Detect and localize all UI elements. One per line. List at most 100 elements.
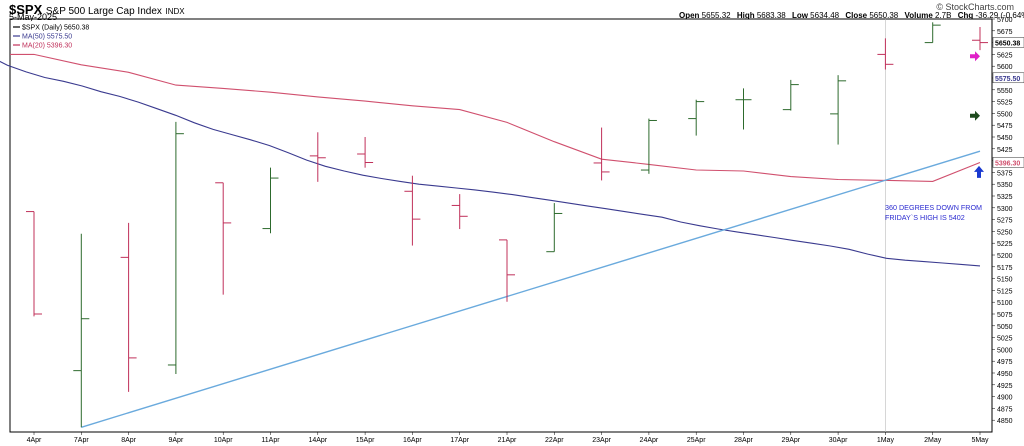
ohlc-label-volume: Volume <box>904 11 935 20</box>
ohlc-bar-9Apr <box>167 121 184 374</box>
x-tick-label-16Apr: 16Apr <box>403 437 422 444</box>
annotation-line-1: 360 DEGREES DOWN FROM <box>885 203 982 212</box>
y-tick-label-5300: 5300 <box>997 206 1013 213</box>
y-tick-label-5375: 5375 <box>997 170 1013 177</box>
ohlc-readout: Open 5655.32 High 5683.38 Low 5634.48 Cl… <box>679 11 1024 20</box>
ma20-tag-text: 5396.30 <box>995 160 1020 167</box>
x-tick-label-4Apr: 4Apr <box>27 437 42 444</box>
legend-label-2: MA(20) 5396.30 <box>22 43 72 50</box>
y-tick-label-5450: 5450 <box>997 135 1013 142</box>
x-tick-label-25Apr: 25Apr <box>687 437 706 444</box>
legend-box <box>11 21 111 49</box>
ma20-tag-box <box>992 157 1024 168</box>
ohlc-bar-17Apr <box>451 194 468 230</box>
ohlc-value-low: 5634.48 <box>810 11 842 20</box>
ohlc-bar-2May <box>924 22 941 44</box>
ohlc-bar-21Apr <box>499 239 515 302</box>
ohlc-bar-23Apr <box>593 127 610 181</box>
ohlc-bar-28Apr <box>735 88 752 130</box>
y-tick-label-4925: 4925 <box>997 383 1013 390</box>
x-tick-label-30Apr: 30Apr <box>829 437 848 444</box>
plot-frame <box>9 18 993 433</box>
y-tick-label-5550: 5550 <box>997 88 1013 95</box>
y-tick-label-4950: 4950 <box>997 371 1013 378</box>
ohlc-bar-5May <box>972 27 988 51</box>
x-tick-label-9Apr: 9Apr <box>169 437 184 444</box>
x-tick-label-1May: 1May <box>877 437 895 444</box>
ohlc-label-low: Low <box>791 11 811 20</box>
ma50-tag-text: 5575.50 <box>995 76 1020 83</box>
y-tick-label-5075: 5075 <box>997 312 1013 319</box>
y-tick-label-5175: 5175 <box>997 265 1013 272</box>
y-tick-label-4975: 4975 <box>997 359 1013 366</box>
x-tick-label-14Apr: 14Apr <box>308 437 327 444</box>
ohlc-bar-22Apr <box>546 203 563 253</box>
x-tick-label-23Apr: 23Apr <box>592 437 611 444</box>
ohlc-value-high: 5683.38 <box>756 11 788 20</box>
ohlc-bar-25Apr <box>688 99 705 136</box>
ohlc-bar-4Apr <box>26 211 42 317</box>
close-tag-text: 5650.38 <box>995 40 1020 47</box>
ohlc-value-volume: 2.7B <box>935 11 954 20</box>
brand: © StockCharts.com <box>936 2 1014 12</box>
x-tick-label-17Apr: 17Apr <box>450 437 469 444</box>
y-tick-label-5050: 5050 <box>997 324 1013 331</box>
ma20-line <box>10 53 981 182</box>
y-tick-label-5525: 5525 <box>997 100 1013 107</box>
x-tick-label-2May: 2May <box>924 437 942 444</box>
y-tick-label-5425: 5425 <box>997 147 1013 154</box>
y-tick-label-5225: 5225 <box>997 241 1013 248</box>
ohlc-bar-15Apr <box>357 137 374 168</box>
ohlc-bar-24Apr <box>640 118 657 174</box>
close-tag-box <box>992 37 1024 48</box>
ohlc-value-chg: -36.29 (-0.64%) <box>975 11 1024 20</box>
ohlc-bar-29Apr <box>782 79 799 111</box>
x-tick-label-28Apr: 28Apr <box>734 437 753 444</box>
x-tick-label-22Apr: 22Apr <box>545 437 564 444</box>
y-tick-label-4900: 4900 <box>997 395 1013 402</box>
x-tick-label-10Apr: 10Apr <box>214 437 233 444</box>
header-title: $SPX S&P 500 Large Cap Index INDX <box>9 2 185 17</box>
trendline <box>81 150 981 428</box>
x-tick-label-21Apr: 21Apr <box>498 437 517 444</box>
legend-label-0: $SPX (Daily) 5650.38 <box>22 25 89 32</box>
x-tick-label-5May: 5May <box>971 437 989 444</box>
ma50-line <box>0 60 981 267</box>
y-tick-label-5200: 5200 <box>997 253 1013 260</box>
x-tick-label-29Apr: 29Apr <box>781 437 800 444</box>
y-tick-label-5100: 5100 <box>997 300 1013 307</box>
index-name: S&P 500 Large Cap Index <box>45 6 162 17</box>
x-tick-label-8Apr: 8Apr <box>121 437 136 444</box>
x-tick-label-7Apr: 7Apr <box>74 437 89 444</box>
y-tick-label-5125: 5125 <box>997 288 1013 295</box>
blue-up-arrow-icon <box>974 165 984 178</box>
y-tick-label-5325: 5325 <box>997 194 1013 201</box>
legend-label-1: MA(50) 5575.50 <box>22 34 72 41</box>
ohlc-bar-11Apr <box>262 167 279 234</box>
ohlc-bar-7Apr <box>73 233 90 428</box>
y-tick-label-4850: 4850 <box>997 418 1013 425</box>
ohlc-bar-10Apr <box>215 182 232 295</box>
y-tick-label-5500: 5500 <box>997 111 1013 118</box>
ohlc-label-chg: Chg <box>957 11 976 20</box>
green-arrow-icon <box>970 110 980 121</box>
magenta-arrow-icon <box>970 51 980 62</box>
exchange: INDX <box>165 7 185 16</box>
ohlc-label-close: Close <box>845 11 870 20</box>
ohlc-bar-14Apr <box>309 132 326 182</box>
ohlc-bar-16Apr <box>404 175 421 246</box>
y-tick-label-4875: 4875 <box>997 406 1013 413</box>
ohlc-value-close: 5650.38 <box>869 11 901 20</box>
ohlc-bar-1May <box>877 38 894 70</box>
y-tick-label-5600: 5600 <box>997 64 1013 71</box>
ma50-tag-box <box>992 72 1024 84</box>
symbol: $SPX <box>9 2 43 17</box>
y-tick-label-5000: 5000 <box>997 347 1013 354</box>
y-tick-label-5250: 5250 <box>997 229 1013 236</box>
y-tick-label-5675: 5675 <box>997 29 1013 36</box>
ohlc-value-open: 5655.32 <box>701 11 733 20</box>
annotation-line-2: FRIDAY`S HIGH IS 5402 <box>885 213 965 222</box>
y-tick-label-5150: 5150 <box>997 277 1013 284</box>
